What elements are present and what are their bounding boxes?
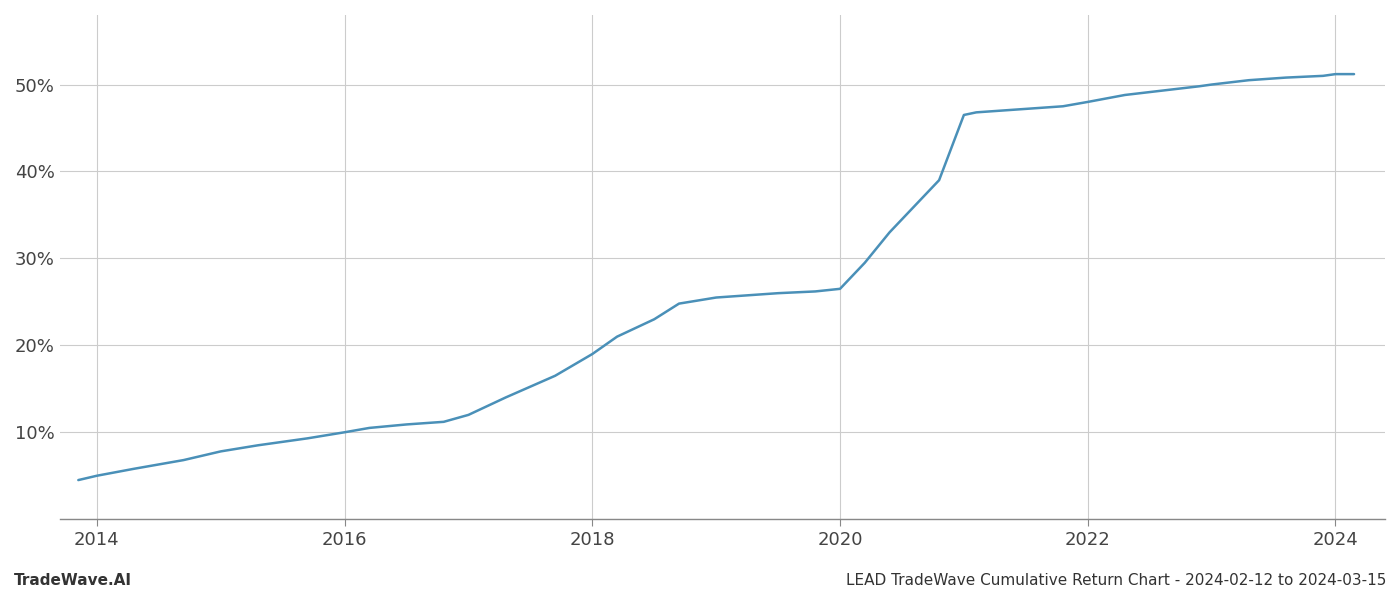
Text: LEAD TradeWave Cumulative Return Chart - 2024-02-12 to 2024-03-15: LEAD TradeWave Cumulative Return Chart -… xyxy=(846,573,1386,588)
Text: TradeWave.AI: TradeWave.AI xyxy=(14,573,132,588)
